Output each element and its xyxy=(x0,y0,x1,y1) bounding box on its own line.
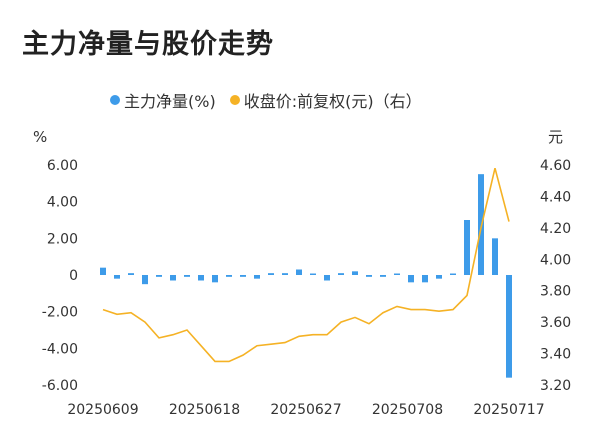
left-axis-tick-label: 6.00 xyxy=(47,158,78,174)
right-axis-tick-label: 4.00 xyxy=(540,252,571,268)
bar xyxy=(324,275,330,281)
right-axis-tick-label: 3.60 xyxy=(540,315,571,331)
legend-line-label: 收盘价:前复权(元)（右） xyxy=(243,92,422,111)
bar xyxy=(226,275,232,277)
bar xyxy=(142,275,148,285)
bar xyxy=(212,275,218,283)
bar xyxy=(156,275,162,277)
left-axis-tick-label: 0 xyxy=(69,268,78,284)
bar xyxy=(492,238,498,275)
legend-bar-marker xyxy=(110,95,120,105)
x-axis-tick-label: 20250609 xyxy=(67,402,138,418)
legend-line-marker xyxy=(229,95,240,105)
x-axis-tick-label: 20250717 xyxy=(473,402,544,418)
left-axis-tick-label: 2.00 xyxy=(47,231,78,247)
x-axis-tick-label: 20250708 xyxy=(372,402,443,418)
legend-item-bar[interactable]: 主力净量(%) xyxy=(110,88,216,112)
bar xyxy=(506,275,512,378)
bar xyxy=(128,273,134,275)
bar xyxy=(436,275,442,279)
bar xyxy=(352,271,358,275)
close-price-line xyxy=(102,167,510,363)
bar xyxy=(240,275,246,277)
x-axis-tick-label: 20250627 xyxy=(270,402,341,418)
right-axis-tick-label: 3.80 xyxy=(540,284,571,300)
bar xyxy=(380,275,386,277)
bar xyxy=(422,275,428,283)
bar xyxy=(170,275,176,281)
bar xyxy=(394,273,400,275)
left-axis-tick-label: -2.00 xyxy=(42,305,78,321)
legend-item-line[interactable]: 收盘价:前复权(元)（右） xyxy=(229,88,422,112)
left-axis-unit: % xyxy=(33,128,47,146)
bar xyxy=(338,273,344,275)
right-axis-tick-label: 3.40 xyxy=(540,347,571,363)
bar xyxy=(310,273,316,275)
bar xyxy=(450,273,456,275)
bar xyxy=(268,273,274,275)
right-axis-tick-label: 4.40 xyxy=(540,189,571,205)
bar xyxy=(100,267,106,275)
right-axis-tick-label: 4.60 xyxy=(540,158,571,174)
bar xyxy=(296,269,302,275)
right-axis-tick-label: 3.20 xyxy=(540,378,571,394)
bar xyxy=(198,275,204,281)
chart-legend: 主力净量(%) 收盘价:前复权(元)（右） xyxy=(110,88,436,112)
right-axis-unit: 元 xyxy=(548,128,563,146)
legend-bar-label: 主力净量(%) xyxy=(124,92,216,111)
left-axis-tick-label: -6.00 xyxy=(42,378,78,394)
chart-title: 主力净量与股价走势 xyxy=(22,29,274,60)
bar xyxy=(254,275,260,279)
bar xyxy=(366,275,372,277)
bar xyxy=(282,273,288,275)
bar xyxy=(184,275,190,277)
left-axis-tick-label: -4.00 xyxy=(42,341,78,357)
bar xyxy=(464,220,470,275)
bar xyxy=(114,275,120,279)
left-axis-tick-label: 4.00 xyxy=(47,195,78,211)
bar xyxy=(408,275,414,283)
right-axis-tick-label: 4.20 xyxy=(540,221,571,237)
x-axis-tick-label: 20250618 xyxy=(169,402,240,418)
